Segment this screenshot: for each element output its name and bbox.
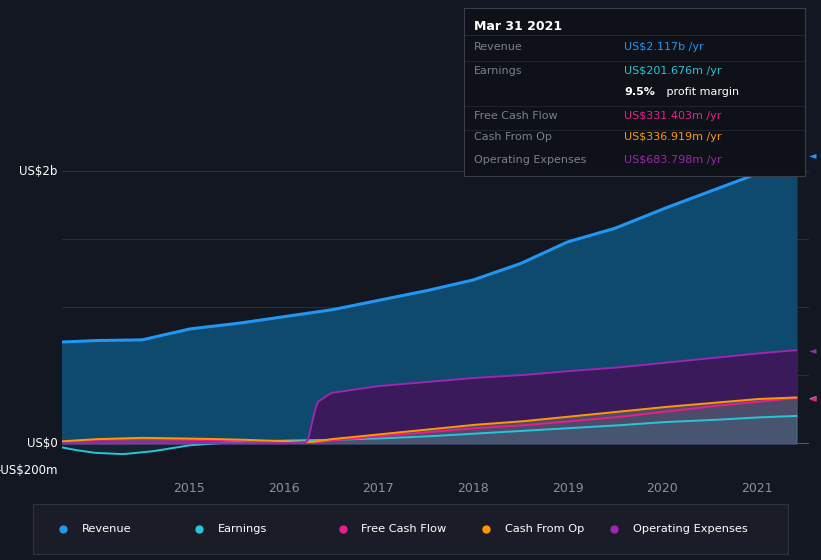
Text: US$331.403m /yr: US$331.403m /yr [624,111,722,121]
Text: Revenue: Revenue [82,524,131,534]
Text: US$2b: US$2b [20,165,57,178]
Text: Earnings: Earnings [474,66,523,76]
Text: Revenue: Revenue [474,42,523,52]
Text: Operating Expenses: Operating Expenses [474,155,586,165]
Text: ◄: ◄ [809,393,816,403]
Text: Earnings: Earnings [218,524,268,534]
Text: -US$200m: -US$200m [0,464,57,477]
Text: Cash From Op: Cash From Op [474,132,552,142]
Text: US$683.798m /yr: US$683.798m /yr [624,155,722,165]
Text: profit margin: profit margin [663,86,739,96]
Text: Free Cash Flow: Free Cash Flow [361,524,447,534]
Text: ◄: ◄ [809,346,816,356]
Text: US$0: US$0 [27,437,57,450]
Text: Mar 31 2021: Mar 31 2021 [474,20,562,33]
Text: ◄: ◄ [809,393,816,403]
Text: ◄: ◄ [809,150,816,160]
Text: US$336.919m /yr: US$336.919m /yr [624,132,722,142]
Text: US$201.676m /yr: US$201.676m /yr [624,66,722,76]
Text: 9.5%: 9.5% [624,86,655,96]
Text: Free Cash Flow: Free Cash Flow [474,111,557,121]
Text: Cash From Op: Cash From Op [505,524,585,534]
Text: Operating Expenses: Operating Expenses [633,524,748,534]
Text: US$2.117b /yr: US$2.117b /yr [624,42,704,52]
